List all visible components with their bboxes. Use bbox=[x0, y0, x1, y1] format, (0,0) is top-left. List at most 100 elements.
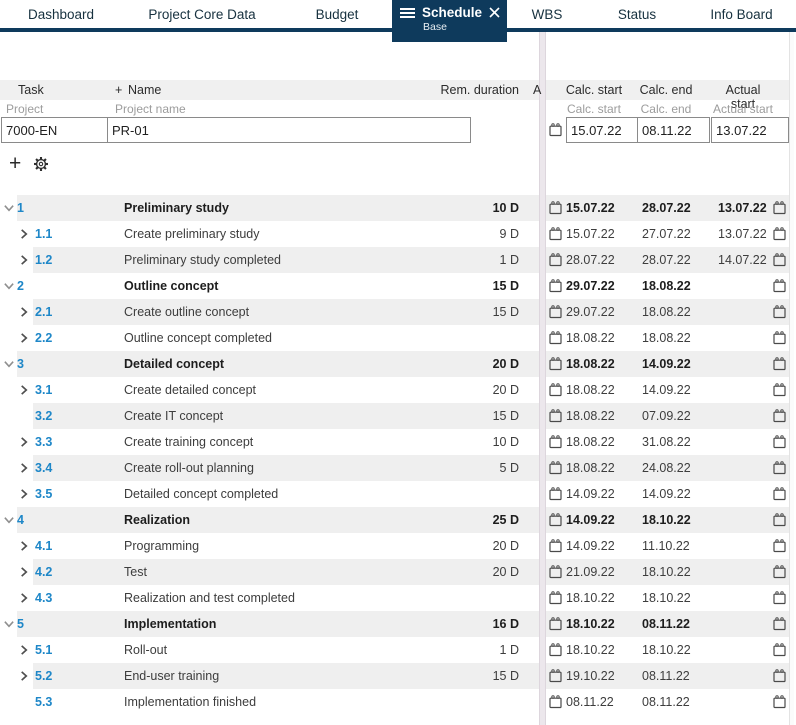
calendar-icon[interactable] bbox=[773, 487, 786, 501]
task-number[interactable]: 3.2 bbox=[35, 409, 53, 423]
task-duration-cell[interactable]: 16 D bbox=[492, 617, 519, 631]
task-duration-cell[interactable]: 10 D bbox=[492, 201, 519, 215]
task-name-cell[interactable]: Create training concept bbox=[124, 435, 254, 449]
task-name-cell[interactable]: Implementation finished bbox=[124, 695, 257, 709]
calendar-icon[interactable] bbox=[549, 279, 562, 293]
task-number[interactable]: 5.1 bbox=[35, 643, 53, 657]
calc-start-cell[interactable]: 18.08.22 bbox=[566, 461, 615, 475]
calc-start-cell[interactable]: 18.08.22 bbox=[566, 409, 615, 423]
task-name-cell[interactable]: Create detailed concept bbox=[124, 383, 257, 397]
task-duration-cell[interactable]: 20 D bbox=[492, 565, 519, 579]
expand-chevron-icon[interactable] bbox=[18, 696, 30, 708]
expand-chevron-icon[interactable] bbox=[18, 436, 30, 448]
task-number[interactable]: 3.4 bbox=[35, 461, 53, 475]
calc-end-cell[interactable]: 08.11.22 bbox=[642, 617, 690, 631]
expand-chevron-icon[interactable] bbox=[18, 228, 30, 240]
task-duration-cell[interactable]: 10 D bbox=[492, 435, 519, 449]
calendar-icon[interactable] bbox=[773, 227, 786, 241]
expand-chevron-icon[interactable] bbox=[18, 384, 30, 396]
calc-end-cell[interactable]: 14.09.22 bbox=[642, 383, 691, 397]
task-number[interactable]: 4.3 bbox=[35, 591, 53, 605]
calendar-icon[interactable] bbox=[549, 357, 562, 371]
expand-chevron-icon[interactable] bbox=[18, 332, 30, 344]
tab-schedule[interactable]: Schedule Base bbox=[392, 0, 507, 42]
calc-start-cell[interactable]: 15.07.22 bbox=[566, 201, 615, 215]
calc-start-cell[interactable]: 18.10.22 bbox=[566, 643, 615, 657]
calendar-icon[interactable] bbox=[773, 357, 786, 371]
calendar-icon[interactable] bbox=[549, 643, 562, 657]
calc-start-cell[interactable]: 29.07.22 bbox=[566, 279, 615, 293]
task-number[interactable]: 1.1 bbox=[35, 227, 53, 241]
project-actual-start-input[interactable] bbox=[711, 117, 789, 143]
add-column-icon[interactable]: + bbox=[115, 83, 123, 97]
calendar-icon[interactable] bbox=[549, 539, 562, 553]
task-name-cell[interactable]: Outline concept bbox=[124, 279, 219, 293]
calendar-icon[interactable] bbox=[773, 643, 786, 657]
calc-end-cell[interactable]: 18.10.22 bbox=[642, 643, 691, 657]
task-name-cell[interactable]: Preliminary study bbox=[124, 201, 229, 215]
calendar-icon[interactable] bbox=[549, 669, 562, 683]
calendar-icon[interactable] bbox=[773, 253, 786, 267]
tab-budget[interactable]: Budget bbox=[315, 6, 359, 22]
calendar-icon[interactable] bbox=[549, 513, 562, 527]
calc-end-cell[interactable]: 18.08.22 bbox=[642, 305, 691, 319]
calc-start-cell[interactable]: 18.08.22 bbox=[566, 357, 615, 371]
task-number[interactable]: 1 bbox=[17, 201, 24, 215]
expand-chevron-icon[interactable] bbox=[18, 306, 30, 318]
calc-end-cell[interactable]: 18.08.22 bbox=[642, 279, 691, 293]
expand-chevron-icon[interactable] bbox=[18, 540, 30, 552]
task-number[interactable]: 5.2 bbox=[35, 669, 53, 683]
task-number[interactable]: 2.1 bbox=[35, 305, 53, 319]
task-number[interactable]: 3.3 bbox=[35, 435, 53, 449]
calendar-icon[interactable] bbox=[549, 461, 562, 475]
calc-start-cell[interactable]: 18.10.22 bbox=[566, 617, 615, 631]
project-calc-end-input[interactable] bbox=[637, 117, 710, 143]
task-duration-cell[interactable]: 20 D bbox=[492, 383, 519, 397]
calendar-icon[interactable] bbox=[773, 383, 786, 397]
calendar-icon[interactable] bbox=[773, 331, 786, 345]
calendar-icon[interactable] bbox=[549, 383, 562, 397]
task-duration-cell[interactable]: 15 D bbox=[492, 305, 519, 319]
calendar-icon[interactable] bbox=[549, 253, 562, 267]
task-name-cell[interactable]: Implementation bbox=[124, 617, 217, 631]
task-name-cell[interactable]: Programming bbox=[124, 539, 200, 553]
calendar-icon[interactable] bbox=[773, 513, 786, 527]
calc-end-cell[interactable]: 27.07.22 bbox=[642, 227, 691, 241]
calendar-icon[interactable] bbox=[773, 591, 786, 605]
expand-chevron-icon[interactable] bbox=[18, 488, 30, 500]
calendar-icon[interactable] bbox=[549, 617, 562, 631]
calc-start-cell[interactable]: 29.07.22 bbox=[566, 305, 615, 319]
expand-chevron-icon[interactable] bbox=[18, 410, 30, 422]
calendar-icon[interactable] bbox=[549, 227, 562, 241]
calc-end-cell[interactable]: 18.10.22 bbox=[642, 513, 691, 527]
task-number[interactable]: 4 bbox=[17, 513, 24, 527]
calc-start-cell[interactable]: 15.07.22 bbox=[566, 227, 615, 241]
task-duration-cell[interactable]: 15 D bbox=[492, 409, 519, 423]
task-name-cell[interactable]: Realization and test completed bbox=[124, 591, 295, 605]
calendar-icon[interactable] bbox=[549, 695, 562, 709]
settings-gear-icon[interactable] bbox=[32, 155, 50, 173]
actual-start-cell[interactable]: 13.07.22 bbox=[718, 227, 767, 241]
task-duration-cell[interactable]: 1 D bbox=[499, 643, 519, 657]
scrollbar-track[interactable] bbox=[789, 32, 794, 725]
calendar-icon[interactable] bbox=[549, 305, 562, 319]
expand-chevron-icon[interactable] bbox=[18, 592, 30, 604]
calendar-icon[interactable] bbox=[549, 331, 562, 345]
task-name-cell[interactable]: Detailed concept completed bbox=[124, 487, 279, 501]
calc-start-cell[interactable]: 21.09.22 bbox=[566, 565, 615, 579]
calc-end-cell[interactable]: 08.11.22 bbox=[642, 695, 690, 709]
calc-start-cell[interactable]: 18.08.22 bbox=[566, 383, 615, 397]
task-name-cell[interactable]: Test bbox=[124, 565, 147, 579]
expand-chevron-icon[interactable] bbox=[3, 358, 15, 370]
expand-chevron-icon[interactable] bbox=[18, 462, 30, 474]
task-name-cell[interactable]: Create IT concept bbox=[124, 409, 224, 423]
expand-chevron-icon[interactable] bbox=[18, 670, 30, 682]
panel-splitter[interactable] bbox=[540, 32, 545, 725]
task-number[interactable]: 3 bbox=[17, 357, 24, 371]
task-duration-cell[interactable]: 9 D bbox=[499, 227, 519, 241]
calendar-icon[interactable] bbox=[549, 409, 562, 423]
task-number[interactable]: 5.3 bbox=[35, 695, 53, 709]
calc-end-cell[interactable]: 31.08.22 bbox=[642, 435, 691, 449]
calendar-icon[interactable] bbox=[549, 565, 562, 579]
close-tab-icon[interactable] bbox=[489, 7, 500, 18]
